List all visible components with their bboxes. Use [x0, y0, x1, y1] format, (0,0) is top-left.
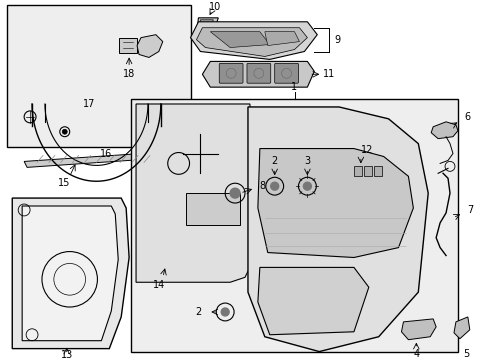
- Polygon shape: [247, 107, 427, 352]
- Text: 18: 18: [123, 69, 135, 79]
- Polygon shape: [196, 28, 307, 57]
- Polygon shape: [24, 153, 158, 167]
- Polygon shape: [430, 122, 457, 139]
- Polygon shape: [210, 32, 269, 48]
- Circle shape: [62, 129, 67, 134]
- FancyBboxPatch shape: [119, 38, 137, 54]
- FancyBboxPatch shape: [353, 166, 361, 176]
- Text: 12: 12: [360, 145, 372, 154]
- Text: 7: 7: [467, 205, 473, 215]
- Circle shape: [303, 182, 311, 190]
- FancyBboxPatch shape: [274, 63, 298, 83]
- FancyBboxPatch shape: [185, 193, 240, 225]
- FancyBboxPatch shape: [246, 63, 270, 83]
- Polygon shape: [196, 18, 218, 38]
- FancyBboxPatch shape: [363, 166, 371, 176]
- FancyBboxPatch shape: [373, 166, 381, 176]
- FancyBboxPatch shape: [7, 5, 190, 147]
- Circle shape: [230, 188, 240, 198]
- Text: 9: 9: [333, 35, 340, 45]
- Polygon shape: [190, 22, 317, 59]
- Circle shape: [270, 182, 278, 190]
- Polygon shape: [202, 62, 314, 87]
- Text: 4: 4: [412, 348, 419, 359]
- Text: 2: 2: [271, 157, 277, 166]
- Text: 11: 11: [323, 69, 335, 79]
- Polygon shape: [264, 32, 299, 46]
- Text: 17: 17: [83, 99, 96, 109]
- Polygon shape: [136, 104, 249, 282]
- Text: 1: 1: [291, 82, 297, 92]
- Polygon shape: [257, 267, 368, 335]
- Polygon shape: [401, 319, 435, 340]
- Polygon shape: [257, 149, 412, 257]
- Circle shape: [221, 308, 229, 316]
- Text: 2: 2: [195, 307, 201, 317]
- Text: 6: 6: [464, 112, 470, 122]
- Text: 15: 15: [58, 178, 70, 188]
- Text: 5: 5: [462, 348, 468, 359]
- Text: 16: 16: [100, 149, 112, 158]
- FancyBboxPatch shape: [219, 63, 243, 83]
- Text: 8: 8: [259, 181, 265, 191]
- Polygon shape: [12, 198, 129, 348]
- Text: 3: 3: [304, 157, 310, 166]
- Polygon shape: [22, 206, 118, 341]
- Text: 14: 14: [152, 280, 164, 290]
- Text: 10: 10: [209, 2, 221, 12]
- Polygon shape: [198, 20, 213, 34]
- Polygon shape: [137, 35, 163, 58]
- Polygon shape: [453, 317, 469, 339]
- Text: 13: 13: [61, 350, 73, 360]
- FancyBboxPatch shape: [131, 99, 457, 352]
